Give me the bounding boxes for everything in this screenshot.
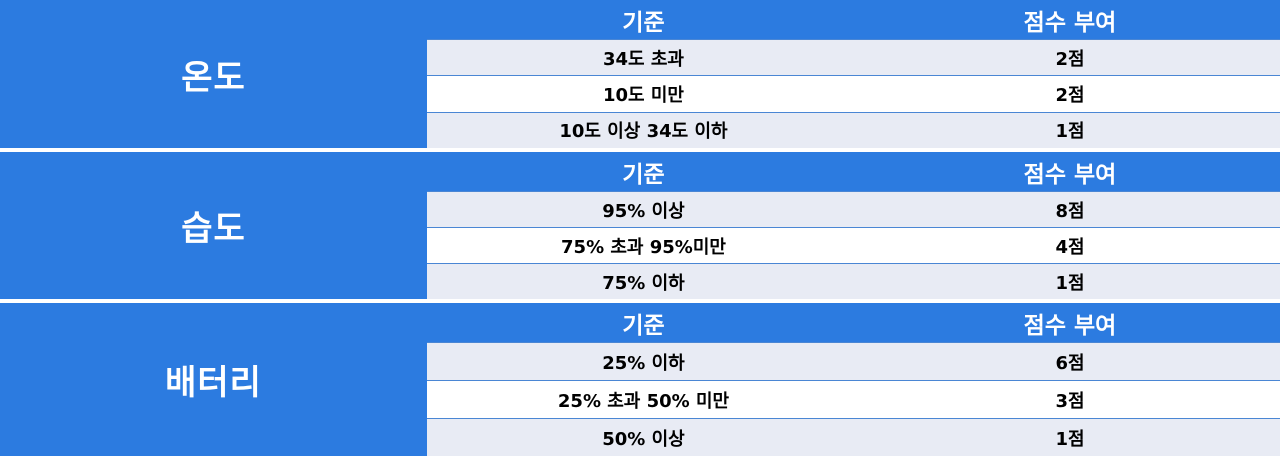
section-grid: 기준 점수 부여 34도 초과 2점 10도 미만 2점 10도 이상 34도 … bbox=[427, 0, 1280, 148]
criteria-cell: 50% 이상 bbox=[602, 428, 685, 450]
section-humidity: 습도 기준 점수 부여 95% 이상 8점 75% 초과 95%미만 4점 75… bbox=[0, 152, 1280, 299]
table-row: 95% 이상 8점 bbox=[427, 191, 1280, 227]
score-cell: 6점 bbox=[1055, 352, 1085, 374]
criteria-cell: 25% 초과 50% 미만 bbox=[557, 390, 730, 412]
section-temperature: 온도 기준 점수 부여 34도 초과 2점 10도 미만 2점 10도 이상 3… bbox=[0, 0, 1280, 148]
table-row: 75% 초과 95%미만 4점 bbox=[427, 227, 1280, 263]
header-criteria: 기준 bbox=[622, 312, 665, 339]
grid-header: 기준 점수 부여 bbox=[427, 303, 1280, 342]
criteria-cell: 10도 미만 bbox=[603, 84, 684, 106]
table-row: 75% 이하 1점 bbox=[427, 263, 1280, 299]
criteria-cell: 34도 초과 bbox=[603, 48, 684, 70]
header-score: 점수 부여 bbox=[1023, 9, 1117, 36]
section-label: 습도 bbox=[0, 152, 427, 299]
criteria-cell: 75% 이하 bbox=[602, 272, 685, 294]
grid-header: 기준 점수 부여 bbox=[427, 152, 1280, 191]
table-row: 10도 이상 34도 이하 1점 bbox=[427, 111, 1280, 148]
section-grid: 기준 점수 부여 25% 이하 6점 25% 초과 50% 미만 3점 50% … bbox=[427, 303, 1280, 456]
grid-header: 기준 점수 부여 bbox=[427, 0, 1280, 39]
criteria-cell: 10도 이상 34도 이하 bbox=[559, 121, 728, 143]
section-grid: 기준 점수 부여 95% 이상 8점 75% 초과 95%미만 4점 75% 이… bbox=[427, 152, 1280, 299]
table-row: 25% 초과 50% 미만 3점 bbox=[427, 380, 1280, 418]
table-row: 25% 이하 6점 bbox=[427, 342, 1280, 380]
header-score: 점수 부여 bbox=[1023, 312, 1117, 339]
table-row: 34도 초과 2점 bbox=[427, 39, 1280, 76]
table-row: 10도 미만 2점 bbox=[427, 75, 1280, 112]
table-row: 50% 이상 1점 bbox=[427, 418, 1280, 456]
criteria-cell: 75% 초과 95%미만 bbox=[561, 236, 726, 258]
section-battery: 배터리 기준 점수 부여 25% 이하 6점 25% 초과 50% 미만 3점 … bbox=[0, 303, 1280, 456]
score-cell: 2점 bbox=[1055, 84, 1085, 106]
criteria-cell: 95% 이상 bbox=[602, 200, 685, 222]
criteria-cell: 25% 이하 bbox=[602, 352, 685, 374]
score-cell: 3점 bbox=[1055, 390, 1085, 412]
score-cell: 8점 bbox=[1055, 200, 1085, 222]
score-cell: 4점 bbox=[1055, 236, 1085, 258]
header-score: 점수 부여 bbox=[1023, 161, 1117, 188]
section-label: 온도 bbox=[0, 0, 427, 148]
score-cell: 1점 bbox=[1055, 121, 1085, 143]
score-cell: 1점 bbox=[1055, 428, 1085, 450]
header-criteria: 기준 bbox=[622, 161, 665, 188]
score-cell: 2점 bbox=[1055, 48, 1085, 70]
header-criteria: 기준 bbox=[622, 9, 665, 36]
score-cell: 1점 bbox=[1055, 272, 1085, 294]
section-label: 배터리 bbox=[0, 303, 427, 456]
